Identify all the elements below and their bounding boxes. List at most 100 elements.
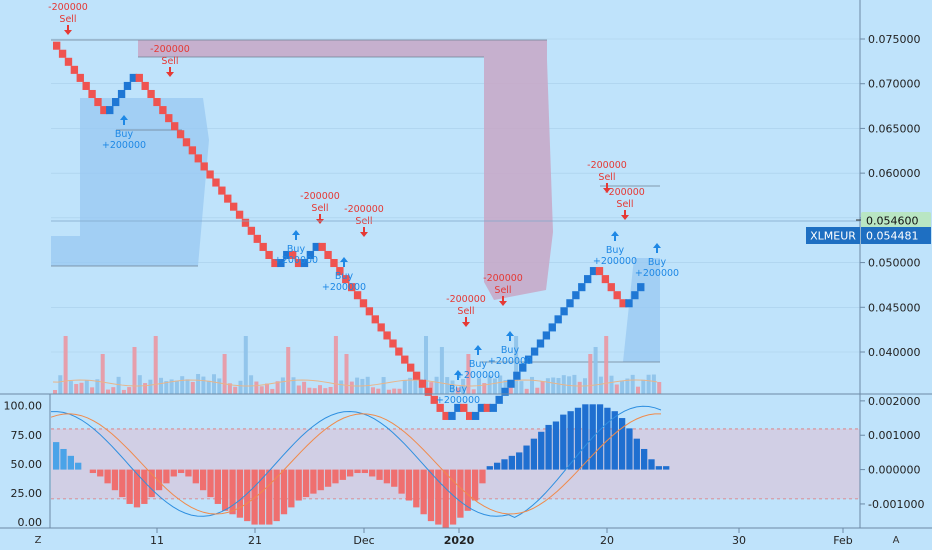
renko-brick — [271, 258, 279, 268]
volume-bar — [477, 378, 481, 394]
oscillator-right-axis[interactable]: 0.002000 0.001000 0.000000 -0.001000 — [860, 395, 924, 511]
sell-arrow-icon — [166, 67, 174, 77]
corner-label-right[interactable]: A — [893, 535, 900, 546]
signal-qty: -200000 — [605, 187, 645, 198]
volume-bar — [185, 379, 190, 394]
histogram-bar — [391, 469, 398, 487]
signal-label: Buy — [115, 129, 134, 140]
volume-bar — [286, 347, 291, 394]
signal-label: Buy — [501, 345, 520, 356]
signal-qty: +200000 — [593, 256, 637, 267]
sell-stop-zone — [138, 40, 553, 300]
histogram-bar — [89, 469, 97, 474]
volume-bar — [487, 375, 492, 394]
renko-brick — [530, 347, 539, 356]
volume-bar — [132, 347, 137, 394]
renko-brick — [513, 371, 521, 380]
renko-brick — [76, 73, 84, 82]
renko-brick — [218, 186, 226, 195]
signal-qty: -200000 — [344, 204, 384, 215]
volume-bar — [381, 377, 386, 394]
volume-bar — [482, 383, 487, 394]
renko-brick — [100, 106, 108, 115]
renko-brick — [147, 89, 155, 99]
renko-brick — [70, 65, 79, 74]
stop-shading — [51, 39, 660, 363]
renko-brick — [542, 331, 551, 340]
volume-bar — [323, 388, 328, 394]
price-tick-label: 0.075000 — [868, 33, 921, 46]
histogram-bar — [501, 459, 508, 470]
buy-arrow-icon — [292, 230, 300, 240]
histogram-bar — [222, 469, 229, 511]
volume-bar — [58, 375, 63, 394]
volume-bar — [312, 388, 317, 394]
signal-label: Sell — [616, 199, 633, 210]
renko-brick — [182, 138, 191, 147]
buy-arrow-icon — [653, 243, 661, 253]
histogram-bar — [53, 442, 60, 470]
signal-qty: +200000 — [274, 255, 318, 266]
renko-brick — [507, 379, 515, 388]
signal-qty: -200000 — [150, 44, 190, 55]
histogram-bar — [413, 469, 420, 508]
volume-bar — [344, 354, 349, 394]
volume-bar — [535, 387, 540, 394]
histogram-bar — [155, 469, 163, 491]
volume-bar — [159, 377, 163, 394]
histogram-bar — [494, 462, 501, 470]
renko-brick — [495, 395, 503, 404]
volume-bar — [408, 377, 413, 394]
renko-brick — [188, 146, 197, 155]
histogram-bar — [111, 469, 119, 491]
renko-brick — [424, 387, 433, 396]
volume-bar — [243, 336, 248, 394]
last-close-label: 0.054600 — [866, 215, 919, 228]
histogram-bar — [288, 469, 295, 508]
histogram-bar — [427, 469, 435, 522]
histogram-bar — [170, 469, 177, 477]
buy-arrow-icon — [120, 115, 128, 125]
renko-brick — [619, 299, 627, 308]
osc-left-tick-label: 75.00 — [11, 429, 43, 442]
renko-brick — [300, 258, 309, 268]
volume-bar — [302, 381, 307, 394]
price-axis[interactable]: 0.0750000.0700000.0650000.0600000.055000… — [860, 33, 921, 359]
signal-label: Buy — [335, 271, 354, 282]
renko-brick — [324, 250, 332, 259]
volume-bar — [455, 387, 460, 394]
volume-bar — [386, 389, 391, 394]
symbol-tag — [806, 227, 860, 244]
sell-arrow-icon — [360, 227, 368, 237]
volume-bar — [397, 388, 402, 394]
renko-brick — [348, 283, 356, 292]
renko-brick — [235, 210, 244, 219]
volume-bar — [116, 376, 121, 394]
renko-brick — [112, 98, 120, 107]
renko-brick — [82, 81, 90, 90]
volume-bar — [508, 381, 513, 394]
histogram-bar — [523, 445, 530, 470]
histogram-bar — [332, 469, 339, 484]
volume-bar — [79, 382, 84, 394]
volume-bar — [471, 389, 476, 394]
buy-arrow-icon — [611, 231, 619, 241]
volume-bar — [434, 376, 439, 394]
signal-label: Buy — [469, 359, 488, 370]
volume-bar — [217, 378, 222, 394]
renko-brick — [212, 178, 220, 187]
histogram-bar — [185, 469, 192, 477]
renko-brick — [200, 162, 208, 171]
price-tick-label: 0.060000 — [868, 167, 921, 180]
renko-brick — [548, 323, 556, 332]
oscillator-left-axis[interactable]: 100.00 75.00 50.00 25.00 0.00 — [4, 400, 43, 530]
volume-bar — [164, 381, 169, 394]
volume-bar — [275, 381, 280, 394]
volume-bar — [143, 383, 148, 394]
sell-arrow-icon — [621, 210, 629, 220]
histogram-bar — [119, 469, 126, 498]
renko-brick — [477, 403, 486, 412]
corner-label-left[interactable]: Z — [35, 535, 42, 546]
time-axis[interactable]: 11 21 Dec 2020 20 30 Feb — [150, 528, 853, 547]
